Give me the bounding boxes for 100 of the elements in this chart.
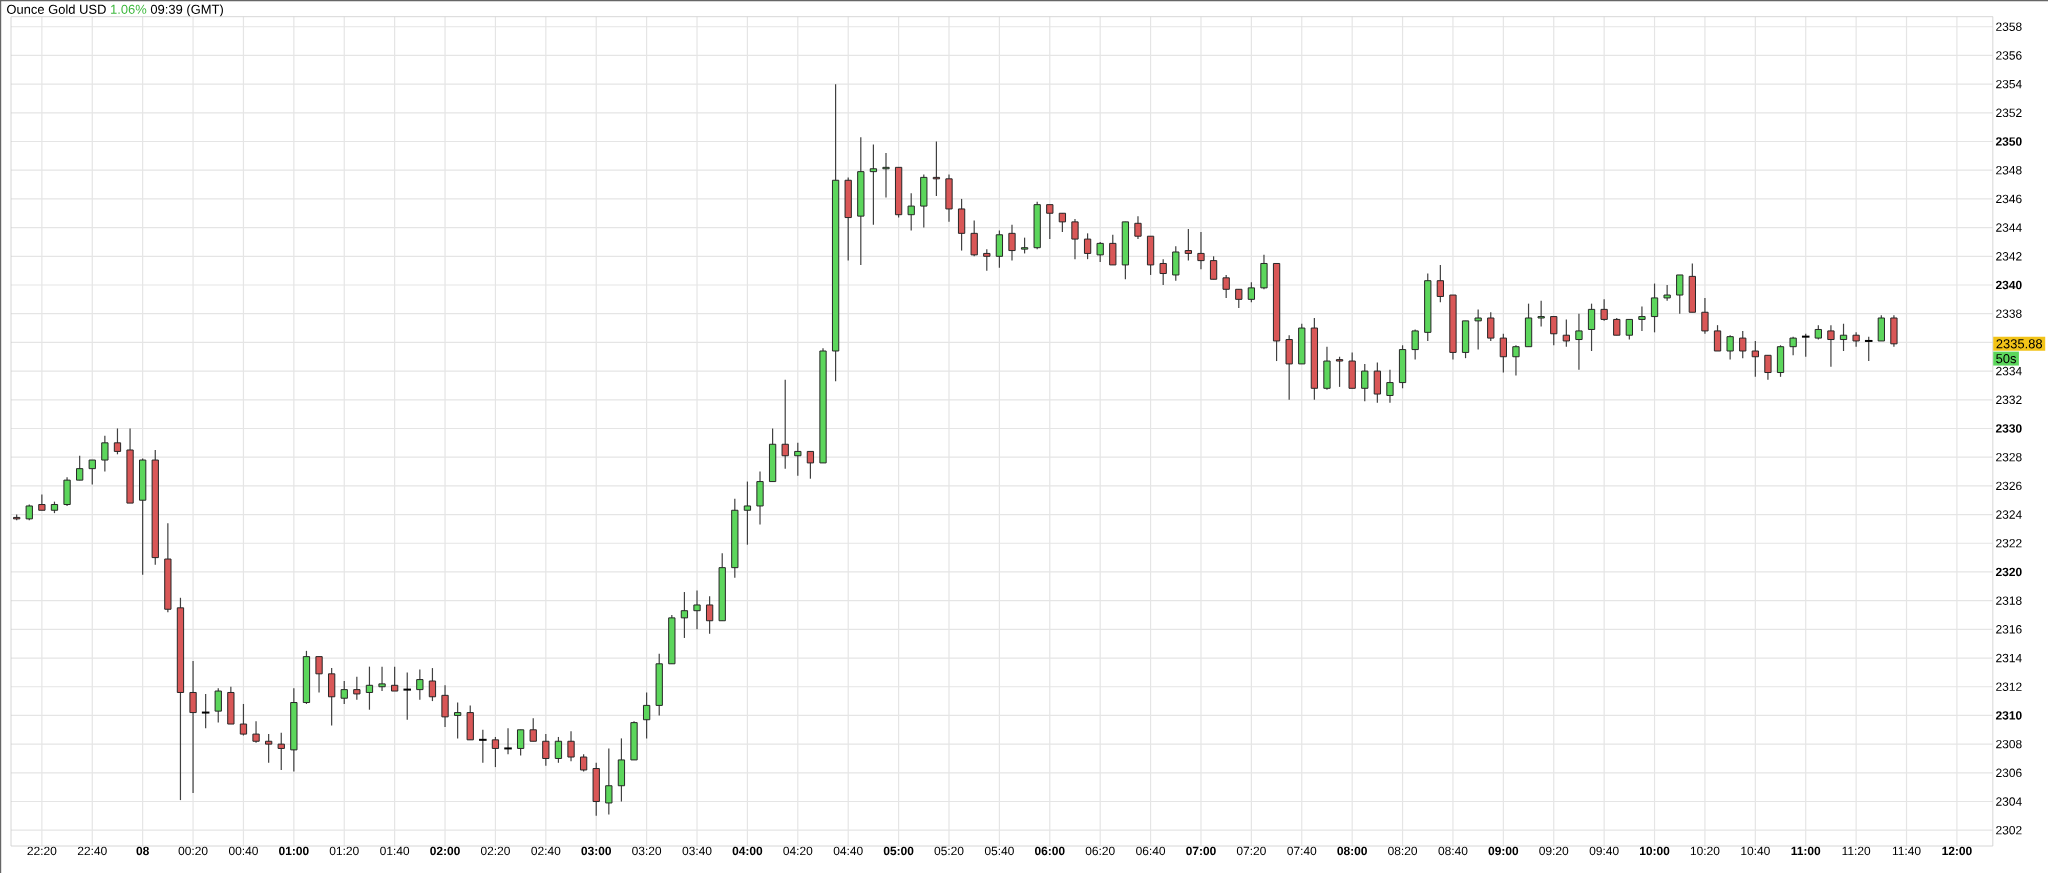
candlestick [1335,356,1344,388]
y-tick-label: 2334 [1996,366,2022,376]
chart-title: Ounce Gold USD [7,4,106,14]
candlestick [1197,231,1205,270]
candlestick [1411,328,1419,361]
candlestick [1008,224,1016,262]
candlestick [101,435,109,473]
y-tick-label: 2338 [1996,309,2022,318]
candlestick [1159,258,1167,286]
candlestick [1650,282,1659,333]
x-tick-label: 12:00 [1942,846,1972,856]
x-tick-label: 08:20 [1388,846,1418,856]
x-tick-label: 05:40 [984,846,1014,856]
y-tick-label: 2344 [1996,223,2022,232]
x-tick-label: 02:00 [430,846,460,856]
candlestick [1172,245,1180,282]
y-tick-label: 2308 [1996,739,2022,749]
y-tick-label: 2352 [1996,108,2022,118]
y-tick-label: 2322 [1996,539,2022,548]
candlestick [1575,313,1583,371]
candlestick [76,455,84,481]
x-tick-label: 11:20 [1842,846,1871,856]
x-tick-label: 01:00 [279,846,309,856]
candlestick [1562,318,1570,348]
candlestick [605,747,613,816]
x-tick-label: 07:20 [1236,846,1266,856]
candlestick [214,687,222,724]
candlestick [1512,344,1520,376]
candlestick [1487,311,1495,342]
candlestick [642,691,651,739]
x-tick-label: 01:20 [329,846,359,856]
candlestick [743,480,752,546]
candlestick [995,229,1004,269]
candlestick [1764,354,1772,381]
candlestick [252,720,260,744]
x-tick-label: 10:00 [1640,846,1670,856]
candlestick [1587,303,1596,352]
x-tick-label: 04:00 [732,846,763,856]
x-tick-label: 07:00 [1186,846,1216,856]
candlestick [88,459,96,486]
x-tick-label: 03:40 [682,846,712,856]
candlestick [1600,298,1608,322]
candlestick [1373,361,1382,404]
candlestick [1386,369,1394,404]
candlestick [1436,264,1445,303]
x-tick-label: 01:40 [380,846,410,856]
chart-subtitle: 1.06% [111,4,147,14]
candlestick [38,493,46,511]
x-tick-label: 00:20 [178,846,208,856]
x-tick-label: 04:40 [833,846,863,856]
candlestick [1235,288,1243,309]
candlestick [1739,330,1747,359]
candlestick [882,152,890,199]
y-tick-label: 2306 [1996,768,2022,778]
candlestick [1209,255,1218,280]
candlestick [794,442,802,477]
candlestick [1222,274,1230,299]
candlestick [1638,305,1646,332]
y-tick-label: 2330 [1995,424,2022,433]
candlestick [516,729,525,757]
text: 2335.88 [1996,339,2043,349]
x-tick-label: 09:00 [1488,846,1519,856]
candlestick [1474,308,1482,351]
candlestick [1877,314,1885,342]
candlestick [806,450,815,480]
candlestick [1726,334,1734,361]
candlestick [1134,215,1142,240]
y-tick-label: 2312 [1996,682,2022,691]
candlestick [378,666,386,692]
candlestick [1827,324,1835,368]
y-tick-label: 2304 [1996,797,2022,806]
y-tick-label: 2342 [1996,252,2022,261]
candlestick [265,733,273,764]
candlestick [1184,228,1193,262]
candlestick [554,736,563,764]
candlestick [239,703,248,737]
candlestick [869,143,878,226]
x-tick-label: 03:20 [632,846,662,856]
candlestick [907,192,915,232]
candlestick [1083,232,1092,260]
candlestick [1499,333,1507,374]
candlestick [1537,300,1545,328]
candlestick [1096,241,1104,263]
x-tick-label: 09:20 [1539,846,1569,856]
x-tick-label: 08:00 [1337,846,1367,856]
candlestick [1839,323,1848,352]
candlestick [428,667,437,702]
candlestick [1058,212,1067,233]
y-tick-label: 2302 [1996,825,2022,835]
x-tick-label: 02:20 [480,846,510,856]
x-tick-label: 06:40 [1136,846,1166,856]
x-tick-label: 22:40 [77,846,107,856]
candlestick [1247,281,1256,303]
y-tick-label: 2324 [1996,510,2022,519]
candlestick [970,219,978,257]
candlestick [503,727,513,755]
candlestick [1713,324,1722,352]
candlestick [478,729,488,764]
x-tick-label: 10:40 [1741,846,1770,856]
y-tick-label: 2332 [1996,395,2022,405]
